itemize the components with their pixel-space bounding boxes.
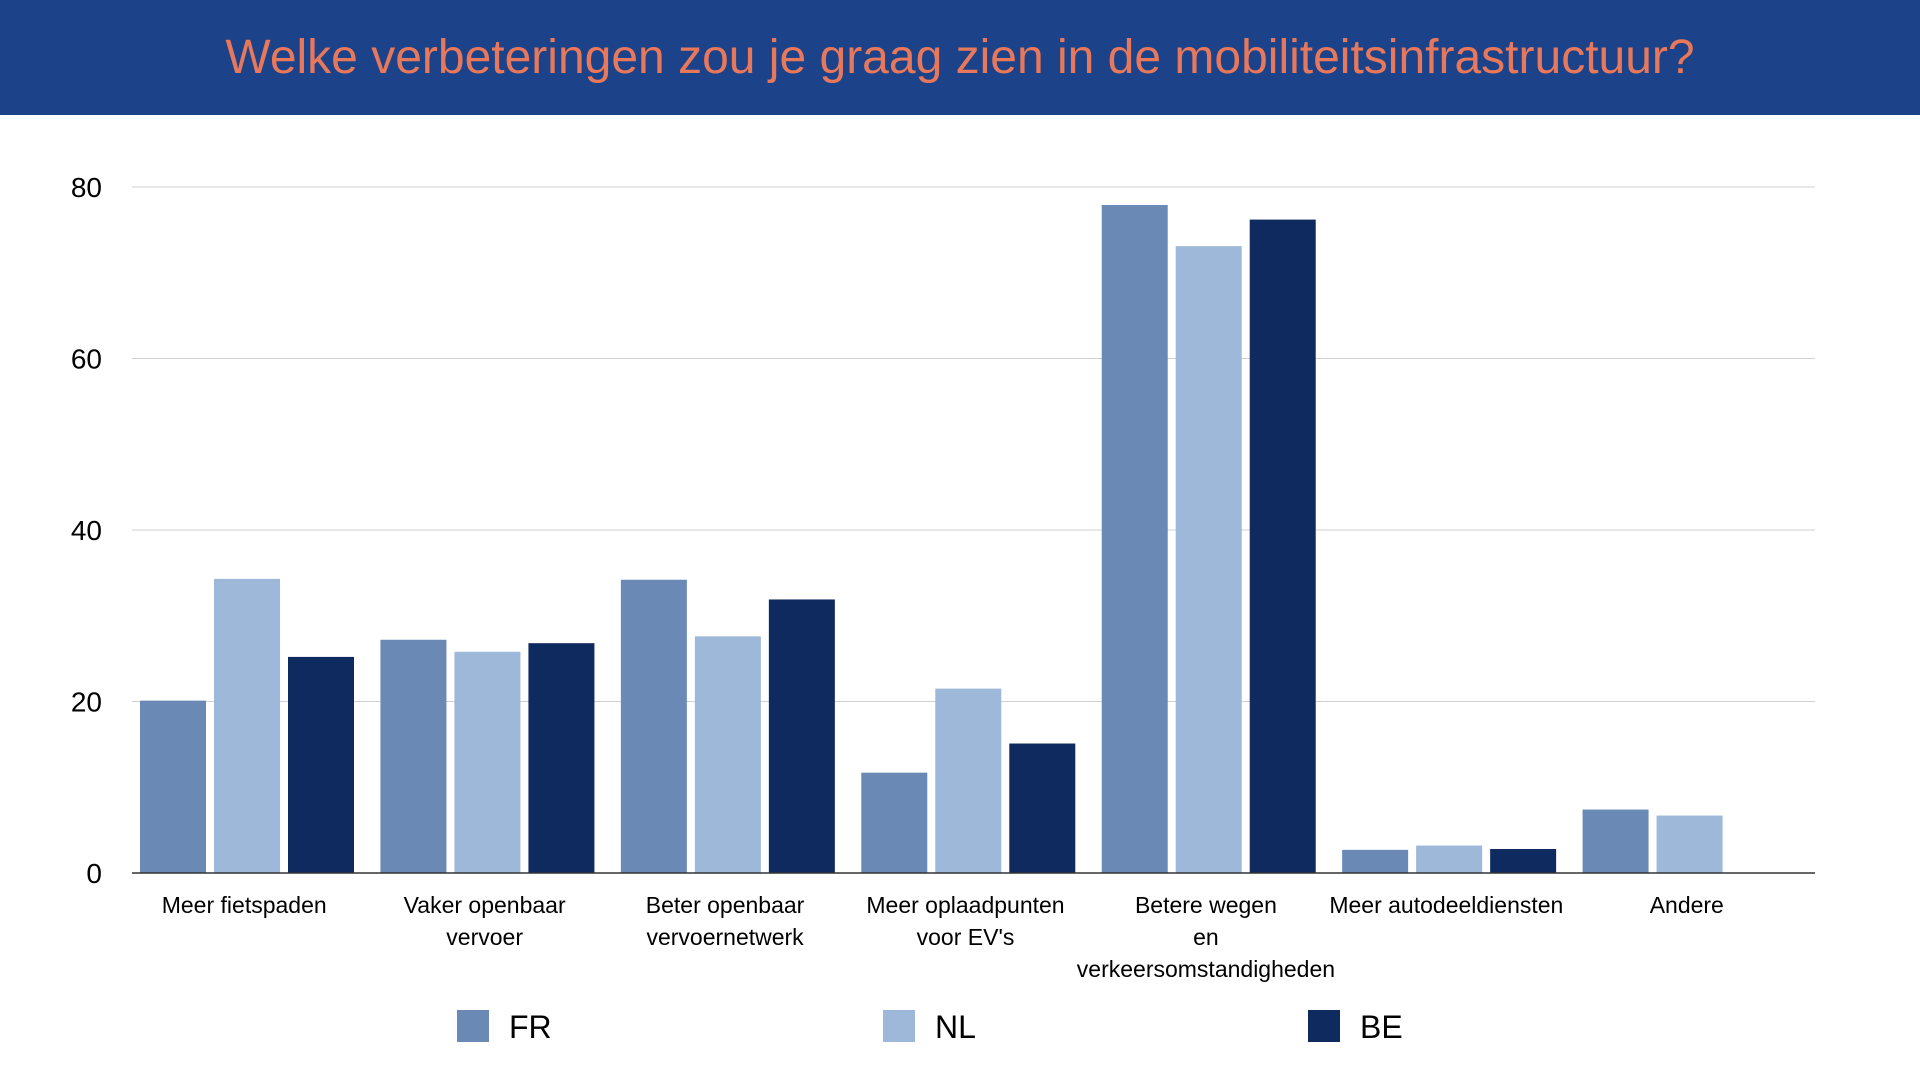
legend-label-fr: FR bbox=[509, 1009, 552, 1045]
legend-label-nl: NL bbox=[935, 1009, 976, 1045]
bar-nl-1 bbox=[454, 651, 521, 873]
bar-nl-2 bbox=[694, 636, 761, 873]
legend-label-be: BE bbox=[1360, 1009, 1403, 1045]
bar-nl-6 bbox=[1656, 815, 1723, 873]
category-label: Meer oplaadpunten voor EV's bbox=[866, 892, 1064, 950]
bar-be-5 bbox=[1490, 848, 1557, 873]
category-label-line: Beter openbaar bbox=[646, 892, 805, 918]
category-label-line: Vaker openbaar bbox=[404, 892, 566, 918]
category-label-line: Meer autodeeldiensten bbox=[1329, 892, 1563, 918]
bar-fr-5 bbox=[1342, 849, 1409, 873]
bar-fr-6 bbox=[1582, 809, 1649, 873]
bar-nl-3 bbox=[935, 688, 1002, 873]
legend-swatch-be bbox=[1308, 1010, 1340, 1042]
category-label: Andere bbox=[1650, 892, 1724, 918]
y-tick-label: 40 bbox=[71, 515, 102, 546]
category-label-line: voor EV's bbox=[917, 924, 1015, 950]
bar-nl-0 bbox=[214, 578, 280, 873]
bar-be-2 bbox=[768, 599, 835, 873]
y-tick-labels: 0 20 40 60 80 bbox=[71, 172, 102, 889]
category-label-line: Meer oplaadpunten bbox=[866, 892, 1064, 918]
bar-be-3 bbox=[1009, 743, 1076, 873]
chart-title: Welke verbeteringen zou je graag zien in… bbox=[225, 31, 1695, 84]
category-label-line: vervoer bbox=[446, 924, 523, 950]
category-labels: Meer fietspaden Vaker openbaar vervoer Bete… bbox=[162, 892, 1724, 982]
title-banner: Welke verbeteringen zou je graag zien in… bbox=[0, 0, 1920, 115]
category-label: Vaker openbaar vervoer bbox=[404, 892, 566, 950]
y-tick-label: 20 bbox=[71, 687, 102, 718]
category-label: Meer autodeeldiensten bbox=[1329, 892, 1563, 918]
category-label-line: Andere bbox=[1650, 892, 1724, 918]
bar-fr-3 bbox=[861, 772, 928, 873]
bar-fr-2 bbox=[620, 579, 687, 873]
bar-fr-1 bbox=[380, 639, 447, 873]
bar-be-0 bbox=[288, 656, 354, 873]
bar-nl-4 bbox=[1175, 246, 1242, 874]
bar-be-4 bbox=[1249, 219, 1316, 873]
y-tick-label: 0 bbox=[86, 858, 102, 889]
category-label-line: Betere wegen bbox=[1135, 892, 1277, 918]
legend: FR NL BE bbox=[457, 1009, 1403, 1045]
y-tick-label: 80 bbox=[71, 172, 102, 203]
category-label: Betere wegen en verkeersomstandigheden bbox=[1077, 892, 1335, 982]
bar-fr-0 bbox=[140, 700, 206, 873]
category-label-line: vervoernetwerk bbox=[646, 924, 804, 950]
y-tick-label: 60 bbox=[71, 344, 102, 375]
legend-swatch-nl bbox=[883, 1010, 915, 1042]
bar-nl-5 bbox=[1416, 845, 1483, 873]
bars bbox=[140, 205, 1723, 874]
category-label: Beter openbaar vervoernetwerk bbox=[646, 892, 805, 950]
legend-swatch-fr bbox=[457, 1010, 489, 1042]
category-label: Meer fietspaden bbox=[162, 892, 327, 918]
bar-fr-4 bbox=[1101, 205, 1168, 873]
bar-be-1 bbox=[528, 643, 595, 873]
category-label-line: verkeersomstandigheden bbox=[1077, 956, 1335, 982]
gridlines bbox=[132, 186, 1815, 702]
category-label-line: en bbox=[1193, 924, 1219, 950]
category-label-line: Meer fietspaden bbox=[162, 892, 327, 918]
